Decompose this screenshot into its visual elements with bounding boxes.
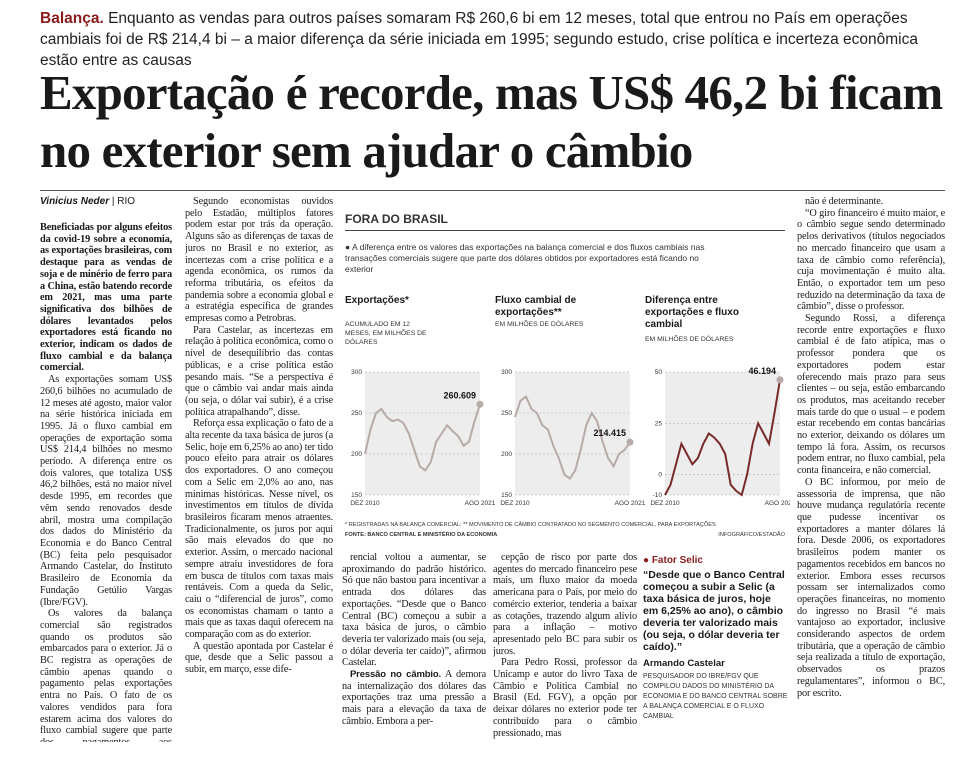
y-tick-label: 250 (501, 410, 512, 417)
sidebar: ● Fator Selic “Desde que o Banco Central… (643, 555, 788, 722)
x-tick-label: DEZ 2010 (350, 500, 380, 507)
y-tick-label: -10 (653, 492, 663, 499)
paragraph: Para Pedro Rossi, professor da Unicamp e… (493, 657, 637, 739)
chart-title: Fluxo cambial de exportações** (495, 295, 577, 318)
rule (40, 190, 945, 191)
chart-subtitle: ACUMULADO EM 12 MESES, EM MILHÕES DE DÓL… (345, 321, 427, 346)
column: cepção de risco por parte dos agentes do… (493, 552, 637, 742)
paragraph: cepção de risco por parte dos agentes do… (493, 552, 637, 657)
y-tick-label: 150 (351, 492, 362, 499)
x-tick-label: AGO 2021 (465, 500, 496, 507)
paragraph: O BC informou, por meio de assessoria de… (797, 476, 945, 699)
sidebar-role: PESQUISADOR DO IBRE/FGV QUE COMPILOU DAD… (643, 673, 788, 720)
chart-title: Exportações* (345, 295, 409, 306)
y-tick-label: 25 (655, 420, 663, 427)
sidebar-quote: “Desde que o Banco Central começou a sub… (643, 569, 785, 653)
byline: Vinicius Neder | RIO (40, 196, 135, 207)
plot-background (365, 372, 480, 495)
author: Vinicius Neder (40, 196, 110, 207)
deck: Balança. Enquanto as vendas para outros … (40, 8, 945, 71)
end-point (776, 376, 784, 384)
x-tick-label: AGO 2021 (765, 500, 790, 507)
y-tick-label: 50 (655, 369, 663, 376)
sidebar-heading: ● Fator Selic (643, 555, 703, 566)
paragraph: Segundo economistas ouvidos pelo Estadão… (185, 196, 333, 325)
column: rencial voltou a aumentar, se aproximand… (342, 552, 486, 742)
y-tick-label: 300 (351, 369, 362, 376)
paragraph: Reforça essa explicação o fato de a alta… (185, 418, 333, 641)
paragraph: Beneficiadas por alguns efeitos da covid… (40, 222, 172, 374)
paragraph: “O giro financeiro é muito maior, e o câ… (797, 207, 945, 313)
column: não é determinante. “O giro financeiro é … (797, 196, 945, 741)
paragraph: A questão apontada por Castelar é que, d… (185, 640, 333, 676)
chart-title: Diferença entre exportações e fluxo camb… (645, 295, 739, 330)
value-label: 46.194 (748, 366, 776, 376)
line (664, 379, 781, 497)
infographic-title: FORA DO BRASIL (345, 212, 448, 226)
footnote: * REGISTRADAS NA BALANÇA COMERCIAL; ** M… (345, 522, 716, 528)
place: | RIO (111, 196, 136, 207)
subhead: Pressão no câmbio. (350, 669, 442, 681)
y-tick-label: 200 (501, 451, 512, 458)
column: Segundo economistas ouvidos pelo Estadão… (185, 196, 333, 741)
credit: INFOGRÁFICO/ESTADÃO (718, 532, 785, 538)
line (364, 403, 481, 472)
source: FONTE: BANCO CENTRAL E MINISTÉRIO DA ECO… (345, 532, 498, 538)
paragraph: não é determinante. (805, 196, 884, 207)
column: Beneficiadas por alguns efeitos da covid… (40, 222, 172, 742)
line (514, 395, 631, 481)
kicker: Balança. (40, 10, 104, 27)
paragraph: Pressão no câmbio. A demora na internali… (342, 669, 486, 728)
infographic-rule (345, 230, 785, 231)
sidebar-name: Armando Castelar (643, 658, 725, 669)
paragraph-text: A demora na internalização dos dólares d… (342, 669, 486, 727)
deck-text: Enquanto as vendas para outros países so… (40, 10, 918, 69)
x-tick-label: AGO 2021 (615, 500, 646, 507)
value-label: 214.415 (593, 428, 626, 438)
y-tick-label: 300 (501, 369, 512, 376)
chart-subtitle: EM MILHÕES DE DÓLARES (645, 336, 734, 343)
chart-subtitle: EM MILHÕES DE DÓLARES (495, 321, 584, 328)
x-tick-label: DEZ 2010 (650, 500, 680, 507)
y-tick-label: 250 (351, 410, 362, 417)
paragraph: As exportações somam US$ 260,6 bilhões n… (40, 374, 172, 608)
x-tick-label: DEZ 2010 (500, 500, 530, 507)
y-tick-label: 150 (501, 492, 512, 499)
paragraph: Os valores da balança comercial são regi… (40, 608, 172, 742)
end-point (626, 438, 634, 446)
infographic-intro: ● A diferença entre os valores das expor… (345, 242, 705, 274)
y-tick-label: 0 (658, 472, 662, 479)
end-point (476, 400, 484, 408)
infographic: FORA DO BRASIL ● A diferença entre os va… (340, 200, 790, 545)
paragraph: Segundo Rossi, a diferença recorde entre… (797, 313, 945, 477)
headline: Exportação é recorde, mas US$ 46,2 bi fi… (40, 65, 943, 178)
paragraph: Para Castelar, as incertezas em relação … (185, 324, 333, 418)
y-tick-label: 200 (351, 451, 362, 458)
value-label: 260.609 (443, 390, 476, 400)
paragraph: rencial voltou a aumentar, se aproximand… (342, 552, 486, 669)
